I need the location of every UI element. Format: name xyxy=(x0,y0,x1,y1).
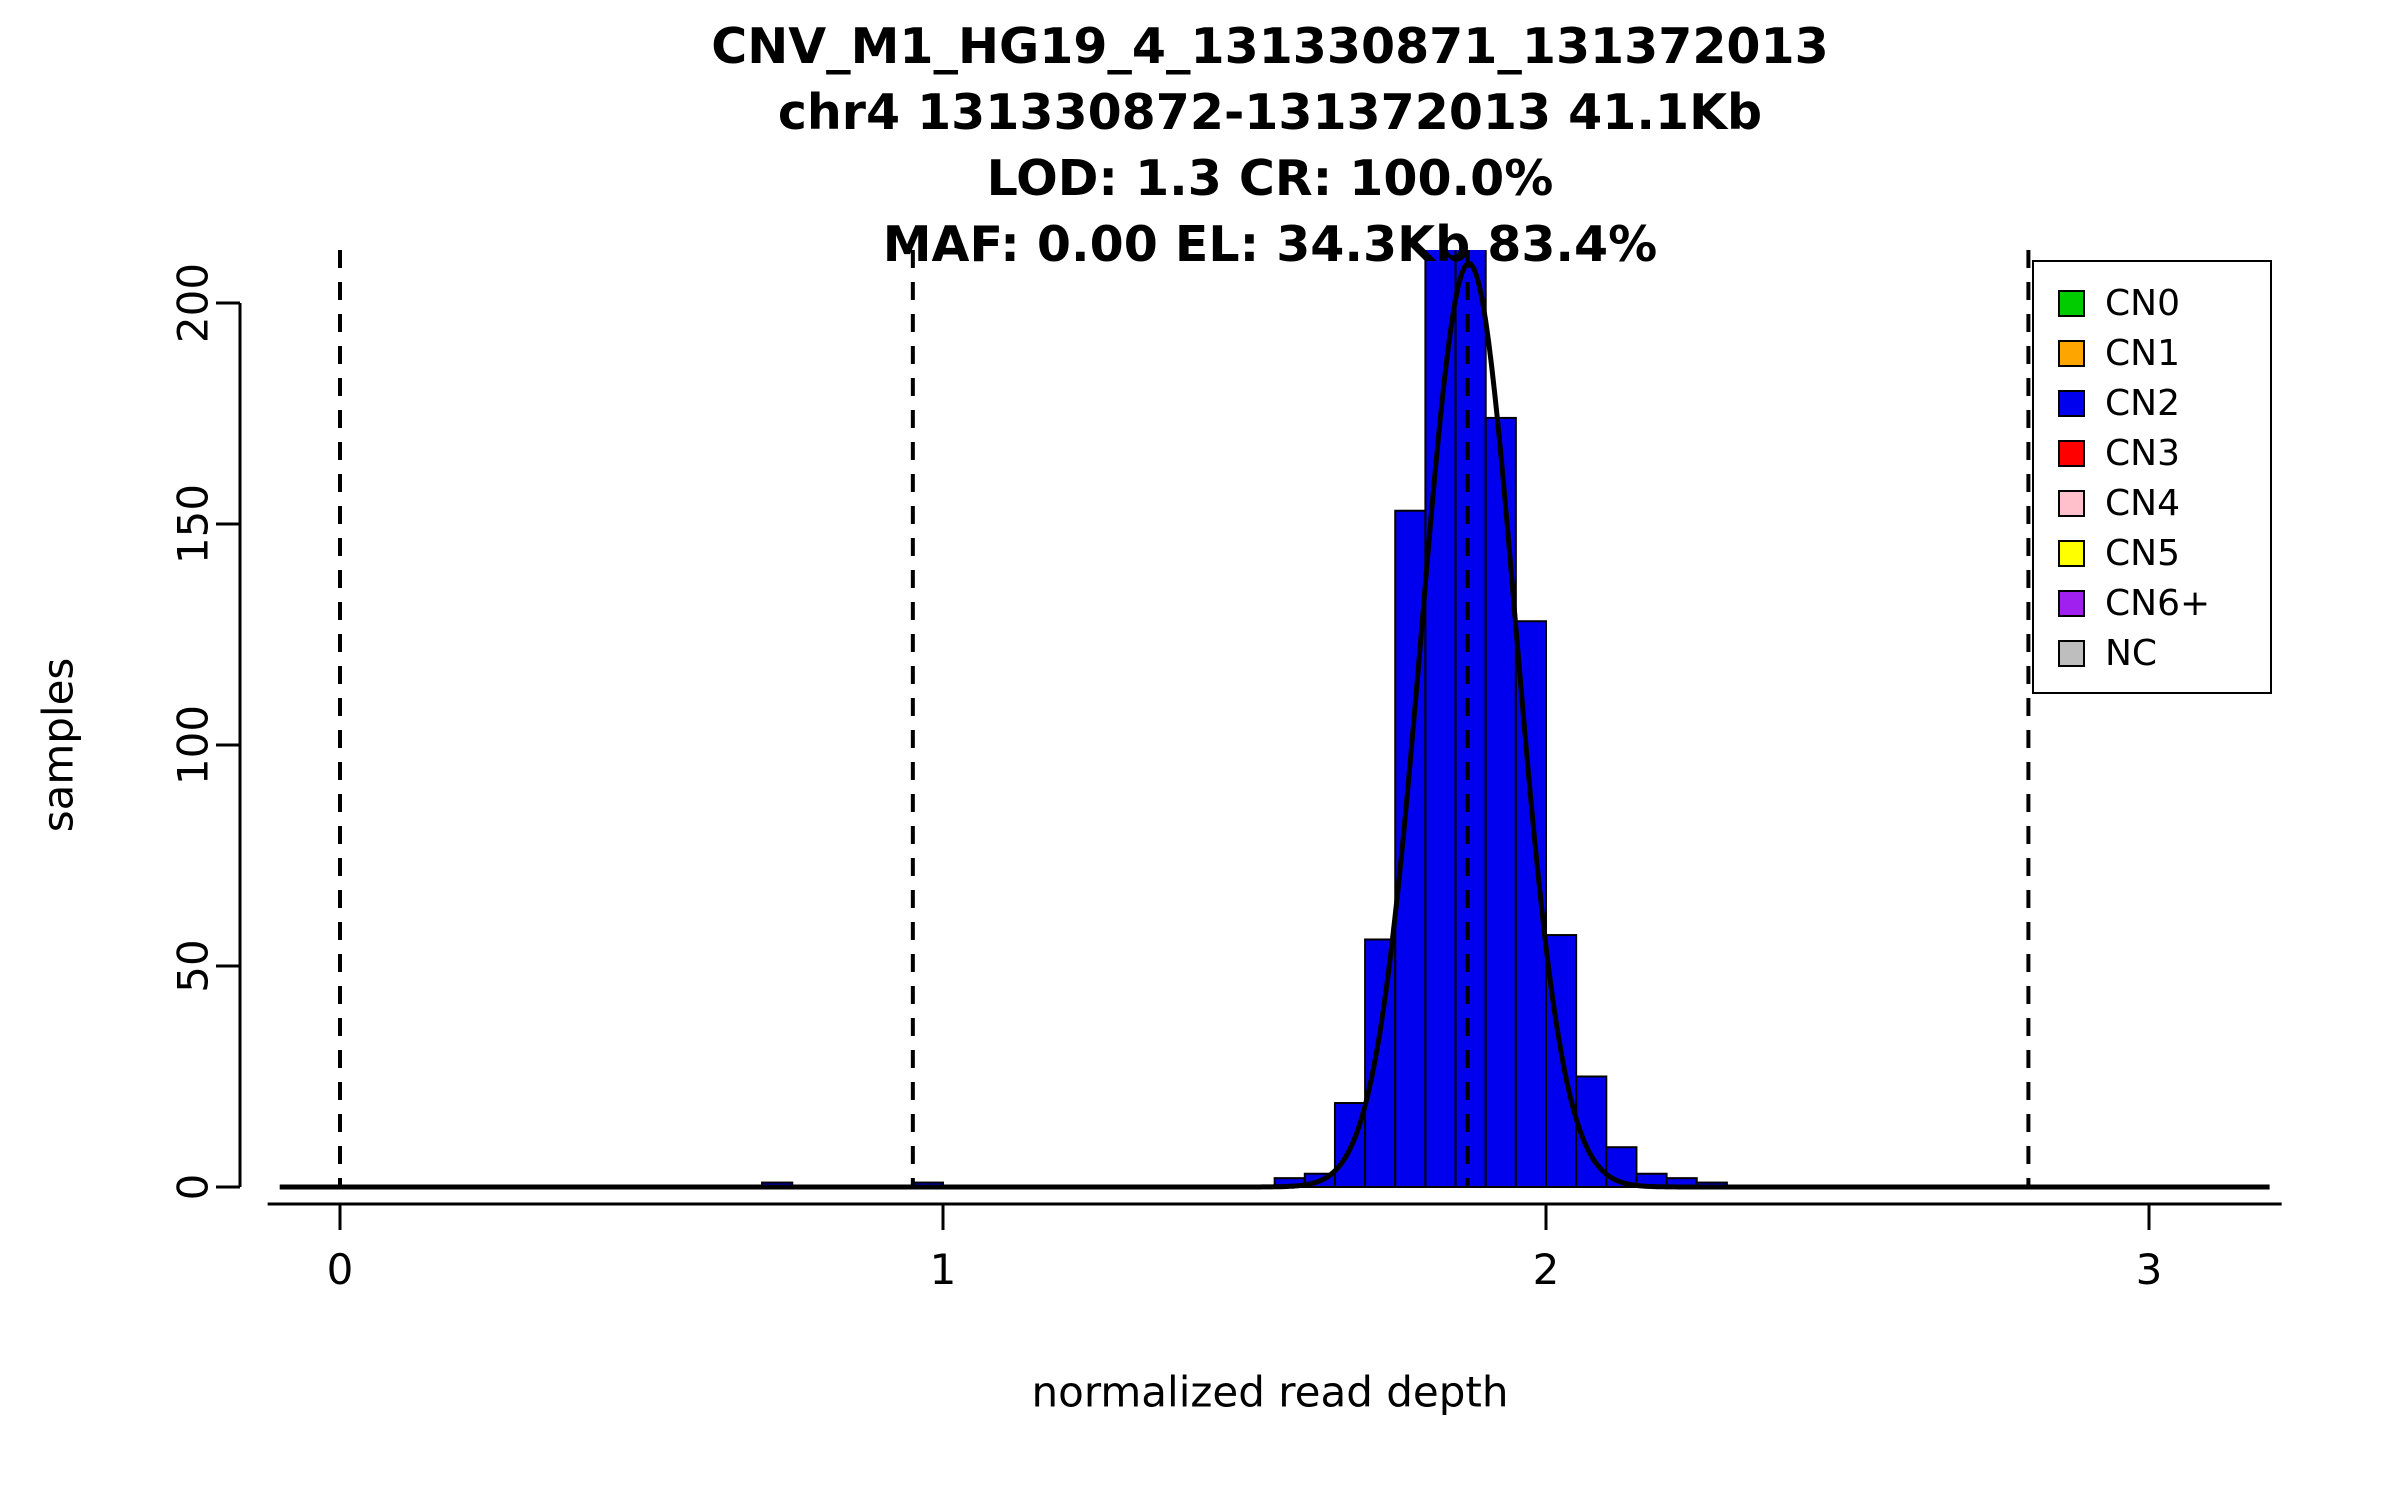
legend-item-nc: NC xyxy=(2034,628,2270,678)
legend-swatch-nc xyxy=(2058,639,2085,667)
legend-label: CN0 xyxy=(2105,282,2180,324)
x-tick-label: 3 xyxy=(2136,1245,2163,1294)
x-tick-label: 1 xyxy=(930,1245,957,1294)
legend: CN0 CN1 CN2 CN3 CN4 CN5 CN6+ NC xyxy=(2032,260,2272,694)
histogram-bar xyxy=(1454,249,1487,1188)
legend-swatch-cn1 xyxy=(2058,339,2085,367)
legend-item-cn5: CN5 xyxy=(2034,528,2270,578)
y-tick-label: 100 xyxy=(169,705,218,785)
legend-label: CN4 xyxy=(2105,482,2180,524)
legend-swatch-cn3 xyxy=(2058,439,2085,467)
legend-label: CN3 xyxy=(2105,432,2180,474)
histogram-bar xyxy=(1364,938,1397,1188)
legend-item-cn2: CN2 xyxy=(2034,378,2270,428)
legend-item-cn4: CN4 xyxy=(2034,478,2270,528)
legend-label: CN6+ xyxy=(2105,582,2211,624)
legend-item-cn3: CN3 xyxy=(2034,428,2270,478)
x-tick-label: 0 xyxy=(327,1245,354,1294)
legend-swatch-cn5 xyxy=(2058,539,2085,567)
chart-title-line-3: LOD: 1.3 CR: 100.0% xyxy=(986,150,1554,207)
y-axis-label: samples xyxy=(33,657,83,833)
chart-title-line-4: MAF: 0.00 EL: 34.3Kb 83.4% xyxy=(882,216,1658,273)
legend-swatch-cn4 xyxy=(2058,489,2085,517)
legend-label: NC xyxy=(2105,632,2158,674)
y-tick-label: 50 xyxy=(169,939,218,992)
y-tick-label: 0 xyxy=(169,1174,218,1201)
histogram-bars xyxy=(761,249,1728,1189)
histogram-bar xyxy=(1484,416,1517,1189)
chart-title-line-2: chr4 131330872-131372013 41.1Kb xyxy=(777,84,1763,141)
x-axis-label: normalized read depth xyxy=(1031,1367,1509,1417)
cn-guide-lines xyxy=(338,249,2031,1187)
chart-title-line-1: CNV_M1_HG19_4_131330871_131372013 xyxy=(711,18,1829,75)
x-axis: 0 1 2 3 xyxy=(267,1202,2282,1294)
legend-swatch-cn2 xyxy=(2058,389,2085,417)
x-tick-label: 2 xyxy=(1533,1245,1560,1294)
legend-item-cn0: CN0 xyxy=(2034,278,2270,328)
y-tick-label: 200 xyxy=(169,263,218,343)
legend-item-cn1: CN1 xyxy=(2034,328,2270,378)
legend-label: CN5 xyxy=(2105,532,2180,574)
legend-label: CN2 xyxy=(2105,382,2180,424)
legend-label: CN1 xyxy=(2105,332,2180,374)
chart-title: CNV_M1_HG19_4_131330871_131372013 chr4 1… xyxy=(711,14,1828,278)
legend-swatch-cn0 xyxy=(2058,289,2085,317)
legend-item-cn6plus: CN6+ xyxy=(2034,578,2270,628)
y-tick-label: 150 xyxy=(169,484,218,564)
y-axis: 0 50 100 150 200 xyxy=(169,263,242,1201)
gaussian-fit-curve xyxy=(279,261,2270,1190)
histogram-bar xyxy=(1424,249,1457,1188)
legend-swatch-cn6plus xyxy=(2058,589,2085,617)
